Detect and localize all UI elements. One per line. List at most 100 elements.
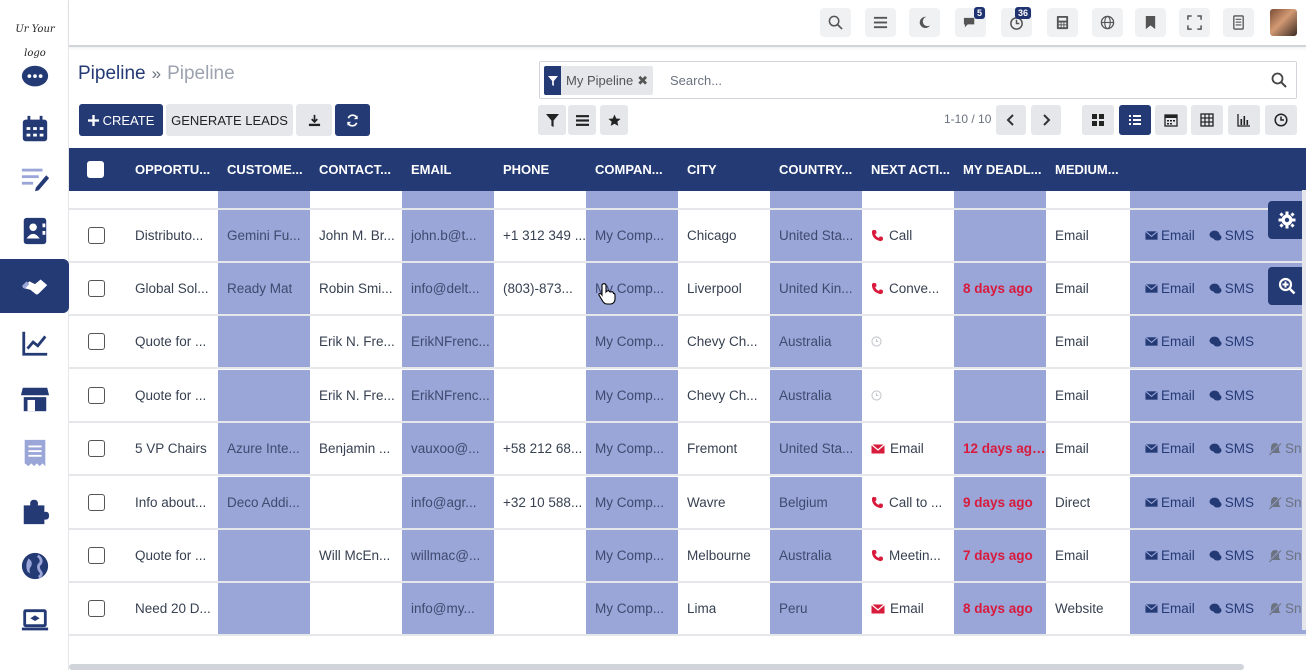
dark-mode-button[interactable] — [909, 8, 940, 37]
table-row[interactable]: Quote for ... Erik N. Fre... ErikNFrenc...… — [69, 370, 1306, 423]
generate-leads-button[interactable]: GENERATE LEADS — [166, 104, 293, 136]
snooze-link[interactable]: Snooze — [1268, 548, 1306, 563]
row-checkbox[interactable] — [88, 494, 105, 511]
graph-view-button[interactable] — [1228, 105, 1260, 135]
column-header-customer[interactable]: CUSTOME... — [227, 162, 303, 177]
send-email-link[interactable]: Email — [1145, 388, 1195, 403]
horizontal-scrollbar[interactable] — [69, 664, 1244, 670]
create-button[interactable]: CREATE — [79, 104, 163, 136]
rail-item-sales[interactable] — [0, 316, 69, 370]
send-sms-link[interactable]: SMS — [1209, 281, 1254, 296]
rail-item-discuss[interactable] — [0, 50, 69, 104]
rail-item-elearning[interactable] — [0, 594, 69, 648]
snooze-link[interactable]: Snooze — [1268, 601, 1306, 616]
download-button[interactable] — [296, 104, 332, 136]
pager-next-button[interactable] — [1031, 105, 1061, 135]
list-view-button[interactable] — [1119, 105, 1151, 135]
row-checkbox[interactable] — [88, 333, 105, 350]
send-sms-link[interactable]: SMS — [1209, 334, 1254, 349]
table-row[interactable]: Quote for ... Erik N. Fre... ErikNFrenc...… — [69, 316, 1306, 369]
column-header-company[interactable]: COMPAN... — [595, 162, 663, 177]
send-email-link[interactable]: Email — [1145, 495, 1195, 510]
send-email-link[interactable]: Email — [1145, 441, 1195, 456]
pivot-view-button[interactable] — [1191, 105, 1223, 135]
table-row[interactable]: Quote for ... Will McEn... willmac@... My C… — [69, 530, 1306, 583]
search-side-tab[interactable] — [1268, 267, 1306, 305]
filters-button[interactable] — [538, 105, 566, 135]
send-sms-link[interactable]: SMS — [1209, 388, 1254, 403]
send-sms-link[interactable]: SMS — [1209, 495, 1254, 510]
facet-close-icon[interactable]: ✖ — [637, 73, 649, 88]
rail-item-calendar[interactable] — [0, 102, 69, 156]
column-header-city[interactable]: CITY — [687, 162, 717, 177]
search-button[interactable] — [820, 8, 851, 37]
cell-country: Australia — [770, 370, 862, 421]
rail-item-shop[interactable] — [0, 372, 69, 426]
language-button[interactable] — [1092, 8, 1123, 37]
bookmark-button[interactable] — [1135, 8, 1166, 37]
menu-list-button[interactable] — [865, 8, 896, 37]
search-facet[interactable]: My Pipeline ✖ — [544, 66, 654, 95]
send-email-link[interactable]: Email — [1145, 281, 1195, 296]
search-input[interactable] — [670, 67, 1250, 94]
pager-previous-button[interactable] — [996, 105, 1026, 135]
rail-item-crm[interactable] — [0, 259, 69, 313]
send-email-link[interactable]: Email — [1145, 334, 1195, 349]
calendar-view-button[interactable] — [1155, 105, 1187, 135]
row-checkbox[interactable] — [88, 227, 105, 244]
user-avatar[interactable] — [1270, 9, 1297, 36]
table-row[interactable]: Need 20 D... info@my... My Comp... Lima Peru… — [69, 583, 1306, 636]
send-sms-link[interactable]: SMS — [1209, 441, 1254, 456]
row-checkbox[interactable] — [88, 440, 105, 457]
send-sms-link[interactable]: SMS — [1209, 601, 1254, 616]
column-header-contact[interactable]: CONTACT... — [319, 162, 391, 177]
favorites-button[interactable] — [600, 105, 628, 135]
send-sms-link[interactable]: SMS — [1209, 548, 1254, 563]
send-email-link[interactable]: Email — [1145, 601, 1195, 616]
group-by-button[interactable] — [568, 105, 596, 135]
row-checkbox[interactable] — [88, 280, 105, 297]
vertical-scrollbar[interactable] — [1302, 190, 1306, 630]
snooze-link[interactable]: Snooze — [1268, 495, 1306, 510]
table-row[interactable]: Global Sol... Ready Mat Robin Smi... info@d… — [69, 263, 1306, 316]
snooze-link[interactable]: Snooze — [1268, 441, 1306, 456]
row-checkbox[interactable] — [88, 600, 105, 617]
column-header-medium[interactable]: MEDIUM... — [1055, 162, 1119, 177]
kanban-view-button[interactable] — [1082, 105, 1114, 135]
column-header-country[interactable]: COUNTRY... — [779, 162, 853, 177]
clock-icon[interactable] — [871, 336, 882, 347]
table-row[interactable]: Info about... Deco Addi... info@agr... +32 … — [69, 477, 1306, 530]
send-email-link[interactable]: Email — [1145, 228, 1195, 243]
table-row[interactable]: 5 VP Chairs Azure Inte... Benjamin ... vaux… — [69, 423, 1306, 476]
column-header-phone[interactable]: PHONE — [503, 162, 550, 177]
rail-item-apps[interactable] — [0, 484, 69, 538]
column-header-opportunity[interactable]: OPPORTU... — [135, 162, 211, 177]
row-checkbox[interactable] — [88, 387, 105, 404]
breadcrumb-parent[interactable]: Pipeline — [78, 63, 146, 84]
rail-item-notes[interactable] — [0, 152, 69, 206]
rail-item-contacts[interactable] — [0, 204, 69, 258]
rail-item-website[interactable] — [0, 539, 69, 593]
company-logo[interactable]: Ur Your logo — [15, 24, 55, 59]
fullscreen-button[interactable] — [1179, 8, 1210, 37]
activity-button[interactable]: 36 — [1001, 7, 1032, 37]
settings-side-tab[interactable] — [1268, 201, 1306, 239]
send-email-link[interactable]: Email — [1145, 548, 1195, 563]
table-row[interactable]: Distributo... Gemini Fu... John M. Br... jo… — [69, 210, 1306, 263]
phone-icon — [871, 282, 884, 295]
column-header-email[interactable]: EMAIL — [411, 162, 452, 177]
rail-item-invoice[interactable] — [0, 426, 69, 480]
select-all-checkbox[interactable] — [87, 161, 104, 178]
column-header-next-activity[interactable]: NEXT ACTI... — [871, 162, 950, 177]
activity-view-button[interactable] — [1265, 105, 1297, 135]
clock-icon[interactable] — [871, 390, 882, 401]
pager-value[interactable]: 1-10 / 10 — [944, 112, 992, 126]
calculator-button[interactable] — [1047, 8, 1078, 37]
search-icon[interactable] — [1271, 72, 1287, 88]
send-sms-link[interactable]: SMS — [1209, 228, 1254, 243]
column-header-my-deadline[interactable]: MY DEADL... — [963, 162, 1042, 177]
refresh-button[interactable] — [335, 104, 370, 136]
row-checkbox[interactable] — [88, 547, 105, 564]
document-button[interactable] — [1223, 8, 1254, 37]
chat-button[interactable]: 5 — [955, 7, 986, 37]
